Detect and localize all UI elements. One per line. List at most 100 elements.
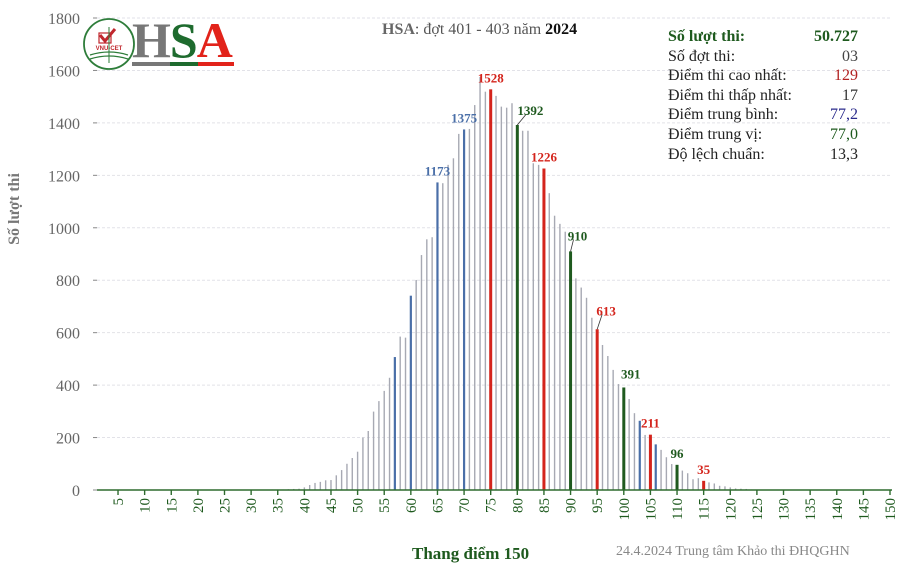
y-tick-label: 200 xyxy=(56,431,80,448)
bar-score-70 xyxy=(462,129,466,490)
bar-score-77 xyxy=(500,106,503,491)
data-label: 391 xyxy=(621,366,641,381)
bar-score-72 xyxy=(474,105,476,491)
bar-score-60 xyxy=(409,295,412,490)
stat-row: Số đợt thi: 03 xyxy=(668,47,858,67)
data-label: 910 xyxy=(568,228,588,243)
x-tick-label: 30 xyxy=(244,498,260,513)
stat-row: Điểm trung vị: 77,0 xyxy=(668,125,858,145)
x-tick-label: 125 xyxy=(750,498,766,521)
bar-score-41 xyxy=(308,485,311,490)
x-tick-label: 140 xyxy=(830,498,846,521)
bar-score-75 xyxy=(489,89,493,490)
x-tick-label: 75 xyxy=(484,498,500,513)
x-tick-label: 10 xyxy=(138,498,154,513)
x-tick-label: 50 xyxy=(351,498,367,513)
bar-score-54 xyxy=(378,401,380,490)
bar-score-53 xyxy=(372,411,375,490)
bar-score-80 xyxy=(515,124,519,490)
bar-score-103 xyxy=(638,420,641,490)
x-tick-label: 90 xyxy=(564,498,580,513)
bar-score-116 xyxy=(708,482,710,490)
bar-score-71 xyxy=(468,128,471,491)
bar-score-79 xyxy=(511,103,513,490)
y-axis-label: Số lượt thi xyxy=(6,173,23,245)
stat-row: Điểm thi thấp nhất: 17 xyxy=(668,86,858,106)
bar-score-92 xyxy=(580,287,582,490)
bar-score-117 xyxy=(713,483,716,490)
bar-score-88 xyxy=(559,223,561,490)
x-tick-label: 85 xyxy=(537,498,553,513)
y-tick-label: 1600 xyxy=(48,63,80,80)
x-tick-label: 45 xyxy=(324,498,340,513)
bar-score-82 xyxy=(527,130,529,490)
x-tick-label: 115 xyxy=(697,498,713,520)
x-tick-label: 60 xyxy=(404,498,420,513)
bar-score-97 xyxy=(607,356,609,490)
data-label: 35 xyxy=(697,462,711,477)
x-tick-label: 120 xyxy=(723,498,739,521)
x-tick-label: 40 xyxy=(297,498,313,513)
bar-score-50 xyxy=(356,451,359,490)
x-tick-label: 65 xyxy=(430,498,446,513)
stat-row: Độ lệch chuẩn: 13,3 xyxy=(668,145,858,165)
bar-score-105 xyxy=(648,434,652,490)
bar-score-64 xyxy=(431,237,433,490)
x-tick-label: 100 xyxy=(617,498,633,521)
stat-value: 129 xyxy=(834,67,858,85)
bar-score-91 xyxy=(575,278,577,490)
bar-score-51 xyxy=(362,437,364,490)
bar-score-90 xyxy=(569,251,573,490)
bar-score-76 xyxy=(495,95,497,490)
bar-score-81 xyxy=(521,130,524,490)
x-tick-label: 130 xyxy=(777,498,793,521)
y-tick-label: 0 xyxy=(72,483,80,500)
bar-score-43 xyxy=(319,481,322,490)
bar-score-115 xyxy=(702,480,706,490)
x-tick-label: 105 xyxy=(643,498,659,521)
data-label: 1392 xyxy=(517,103,543,118)
stat-row: Điểm thi cao nhất: 129 xyxy=(668,66,858,86)
x-tick-label: 55 xyxy=(377,498,393,513)
bar-score-58 xyxy=(399,336,401,490)
title-prefix: HSA xyxy=(382,21,415,38)
chart-title: HSA: đợt 401 - 403 năm 2024 xyxy=(382,21,577,39)
y-tick-label: 1200 xyxy=(48,168,80,185)
bar-score-100 xyxy=(622,387,626,490)
bar-score-94 xyxy=(591,317,593,490)
stat-row: Điểm trung bình: 77,2 xyxy=(668,105,858,125)
x-axis-label: Thang điểm 150 xyxy=(412,544,530,563)
bar-score-111 xyxy=(681,470,684,490)
stat-label: Điểm trung vị: xyxy=(668,125,763,143)
title-middle: : đợt 401 - 403 năm xyxy=(414,21,546,38)
x-tick-label: 135 xyxy=(803,498,819,521)
bar-score-68 xyxy=(452,158,455,491)
x-tick-label: 80 xyxy=(510,498,526,513)
bar-score-112 xyxy=(686,473,689,490)
x-tick-label: 25 xyxy=(218,498,234,513)
data-label: 1173 xyxy=(425,163,451,178)
stat-label: Số lượt thi: xyxy=(668,28,746,45)
bar-score-59 xyxy=(404,337,407,490)
stat-label: Điểm thi thấp nhất: xyxy=(668,86,792,104)
x-tick-label: 70 xyxy=(457,498,473,513)
bar-score-52 xyxy=(367,431,369,490)
data-label: 211 xyxy=(641,416,660,431)
stat-value: 03 xyxy=(842,47,858,65)
bar-score-44 xyxy=(324,480,327,490)
bar-score-57 xyxy=(393,357,396,490)
bar-score-73 xyxy=(479,77,481,490)
bar-score-96 xyxy=(601,344,604,490)
x-tick-label: 95 xyxy=(590,498,606,513)
bar-score-63 xyxy=(426,239,428,490)
stat-row: Số lượt thi: 50.727 xyxy=(668,27,858,47)
x-tick-label: 110 xyxy=(670,498,686,520)
bar-score-102 xyxy=(633,413,636,490)
footer-source: 24.4.2024 Trung tâm Khảo thi ĐHQGHN xyxy=(616,544,850,559)
bar-score-109 xyxy=(671,464,673,490)
bar-score-107 xyxy=(660,449,662,490)
hsa-logo: VNU-CET HSA xyxy=(82,12,242,71)
bar-score-106 xyxy=(654,444,657,490)
bar-score-56 xyxy=(388,377,391,490)
